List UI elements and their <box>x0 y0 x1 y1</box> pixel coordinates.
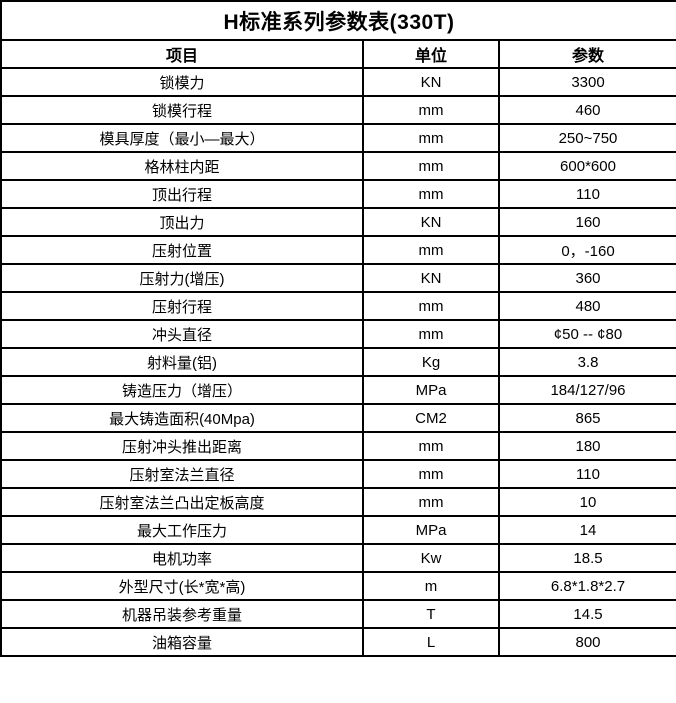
item-cell: 电机功率 <box>0 543 364 573</box>
item-cell: 模具厚度（最小—最大） <box>0 123 364 153</box>
value-cell: 6.8*1.8*2.7 <box>498 571 676 601</box>
table-row: 压射行程 mm 480 <box>0 291 676 321</box>
unit-cell: mm <box>362 151 500 181</box>
value-cell: 865 <box>498 403 676 433</box>
value-cell: 3300 <box>498 67 676 97</box>
unit-cell: mm <box>362 123 500 153</box>
table-row: 电机功率 Kw 18.5 <box>0 543 676 573</box>
item-cell: 压射力(增压) <box>0 263 364 293</box>
item-cell: 格林柱内距 <box>0 151 364 181</box>
value-cell: 0，-160 <box>498 235 676 265</box>
value-cell: 480 <box>498 291 676 321</box>
value-cell: 14.5 <box>498 599 676 629</box>
value-cell: 460 <box>498 95 676 125</box>
value-cell: ¢50 -- ¢80 <box>498 319 676 349</box>
unit-cell: T <box>362 599 500 629</box>
value-cell: 184/127/96 <box>498 375 676 405</box>
table-title: H标准系列参数表(330T) <box>0 0 676 41</box>
item-cell: 油箱容量 <box>0 627 364 657</box>
value-cell: 360 <box>498 263 676 293</box>
item-cell: 机器吊装参考重量 <box>0 599 364 629</box>
item-cell: 冲头直径 <box>0 319 364 349</box>
table-row: 压射位置 mm 0，-160 <box>0 235 676 265</box>
item-cell: 压射室法兰直径 <box>0 459 364 489</box>
item-cell: 顶出力 <box>0 207 364 237</box>
table-row: 压射室法兰直径 mm 110 <box>0 459 676 489</box>
table-row: 锁模行程 mm 460 <box>0 95 676 125</box>
unit-cell: mm <box>362 95 500 125</box>
value-cell: 14 <box>498 515 676 545</box>
table-row: 最大工作压力 MPa 14 <box>0 515 676 545</box>
unit-cell: KN <box>362 67 500 97</box>
unit-cell: mm <box>362 235 500 265</box>
table-row: 锁模力 KN 3300 <box>0 67 676 97</box>
item-cell: 压射位置 <box>0 235 364 265</box>
unit-cell: mm <box>362 291 500 321</box>
unit-cell: mm <box>362 487 500 517</box>
unit-cell: L <box>362 627 500 657</box>
value-cell: 18.5 <box>498 543 676 573</box>
table-row: 顶出行程 mm 110 <box>0 179 676 209</box>
table-row: 模具厚度（最小—最大） mm 250~750 <box>0 123 676 153</box>
value-cell: 600*600 <box>498 151 676 181</box>
value-cell: 110 <box>498 459 676 489</box>
table-row: 铸造压力（增压） MPa 184/127/96 <box>0 375 676 405</box>
column-header-item: 项目 <box>0 39 364 69</box>
item-cell: 射料量(铝) <box>0 347 364 377</box>
item-cell: 最大工作压力 <box>0 515 364 545</box>
unit-cell: MPa <box>362 375 500 405</box>
table-row: 压射室法兰凸出定板高度 mm 10 <box>0 487 676 517</box>
unit-cell: Kw <box>362 543 500 573</box>
unit-cell: KN <box>362 207 500 237</box>
value-cell: 180 <box>498 431 676 461</box>
title-row: H标准系列参数表(330T) <box>0 0 676 41</box>
unit-cell: MPa <box>362 515 500 545</box>
table-row: 压射力(增压) KN 360 <box>0 263 676 293</box>
value-cell: 800 <box>498 627 676 657</box>
value-cell: 110 <box>498 179 676 209</box>
table-row: 压射冲头推出距离 mm 180 <box>0 431 676 461</box>
table-row: 最大铸造面积(40Mpa) CM2 865 <box>0 403 676 433</box>
unit-cell: CM2 <box>362 403 500 433</box>
value-cell: 160 <box>498 207 676 237</box>
table-row: 格林柱内距 mm 600*600 <box>0 151 676 181</box>
item-cell: 锁模行程 <box>0 95 364 125</box>
table-row: 顶出力 KN 160 <box>0 207 676 237</box>
value-cell: 250~750 <box>498 123 676 153</box>
item-cell: 最大铸造面积(40Mpa) <box>0 403 364 433</box>
table-row: 射料量(铝) Kg 3.8 <box>0 347 676 377</box>
item-cell: 顶出行程 <box>0 179 364 209</box>
item-cell: 压射室法兰凸出定板高度 <box>0 487 364 517</box>
unit-cell: Kg <box>362 347 500 377</box>
unit-cell: m <box>362 571 500 601</box>
item-cell: 压射行程 <box>0 291 364 321</box>
table-row: 机器吊装参考重量 T 14.5 <box>0 599 676 629</box>
unit-cell: mm <box>362 459 500 489</box>
column-header-value: 参数 <box>498 39 676 69</box>
item-cell: 压射冲头推出距离 <box>0 431 364 461</box>
table-row: 油箱容量 L 800 <box>0 627 676 657</box>
unit-cell: mm <box>362 431 500 461</box>
column-header-unit: 单位 <box>362 39 500 69</box>
unit-cell: KN <box>362 263 500 293</box>
unit-cell: mm <box>362 179 500 209</box>
value-cell: 10 <box>498 487 676 517</box>
item-cell: 外型尺寸(长*宽*高) <box>0 571 364 601</box>
table-row: 外型尺寸(长*宽*高) m 6.8*1.8*2.7 <box>0 571 676 601</box>
table-row: 冲头直径 mm ¢50 -- ¢80 <box>0 319 676 349</box>
item-cell: 锁模力 <box>0 67 364 97</box>
item-cell: 铸造压力（增压） <box>0 375 364 405</box>
unit-cell: mm <box>362 319 500 349</box>
header-row: 项目 单位 参数 <box>0 39 676 69</box>
spec-table: H标准系列参数表(330T) 项目 单位 参数 锁模力 KN 3300 锁模行程 mm 4… <box>0 0 676 657</box>
value-cell: 3.8 <box>498 347 676 377</box>
